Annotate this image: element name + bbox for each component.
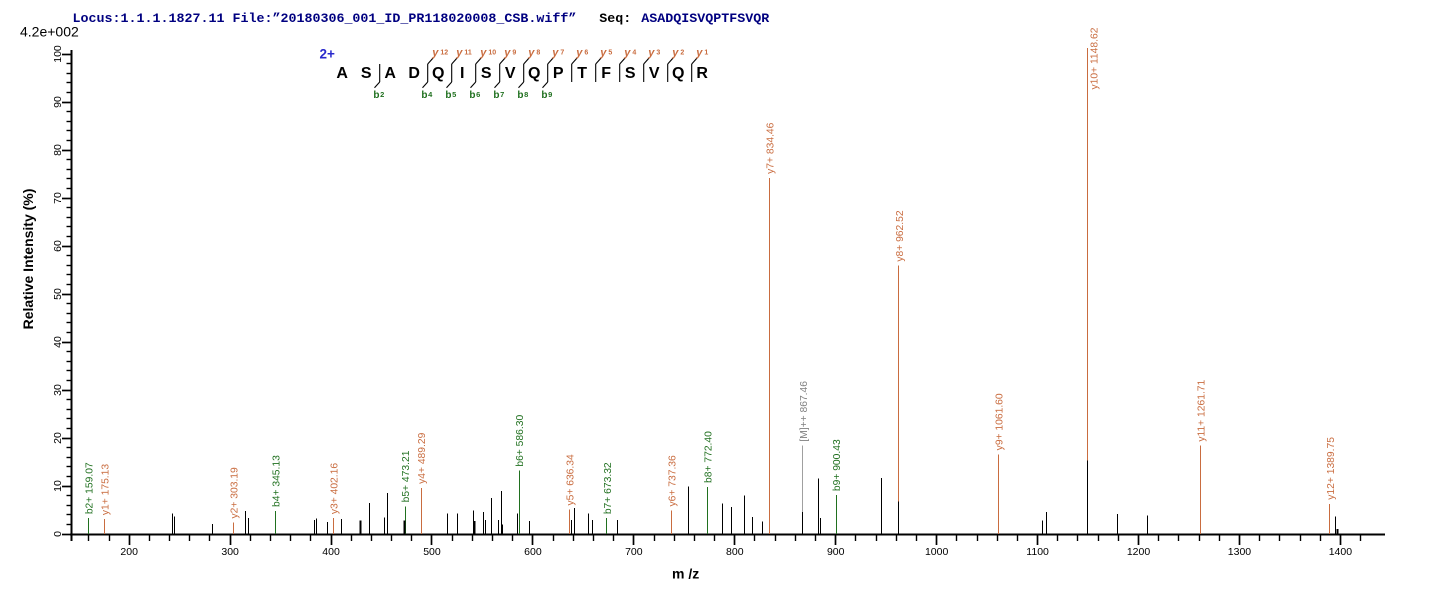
svg-text:50: 50: [52, 288, 64, 300]
svg-text:40: 40: [52, 336, 64, 348]
svg-text:10: 10: [52, 480, 64, 492]
svg-text:Q: Q: [528, 65, 540, 82]
svg-text:b5: b5: [445, 90, 456, 101]
svg-text:m /z: m /z: [672, 566, 699, 582]
svg-text:900: 900: [827, 546, 845, 558]
svg-text:600: 600: [524, 546, 542, 558]
svg-text:b8: b8: [517, 90, 528, 101]
svg-text:y1: y1: [695, 47, 708, 59]
svg-text:y1+ 175.13: y1+ 175.13: [101, 464, 112, 516]
svg-text:P: P: [553, 65, 564, 82]
svg-text:A: A: [384, 65, 396, 82]
svg-text:y3+ 402.16: y3+ 402.16: [329, 463, 340, 515]
svg-text:200: 200: [120, 546, 138, 558]
svg-text:b8+ 772.40: b8+ 772.40: [703, 431, 714, 483]
svg-text:V: V: [649, 65, 660, 82]
svg-text:b5+ 473.21: b5+ 473.21: [401, 450, 412, 502]
svg-text:y2: y2: [671, 47, 684, 59]
svg-text:Q: Q: [432, 65, 444, 82]
svg-text:y5: y5: [599, 47, 612, 59]
svg-text:Relative Intensity (%): Relative Intensity (%): [20, 189, 36, 330]
svg-text:2+: 2+: [320, 47, 336, 62]
svg-text:S: S: [481, 65, 492, 82]
svg-text:b6: b6: [469, 90, 480, 101]
svg-text:20: 20: [52, 432, 64, 444]
svg-text:1100: 1100: [1026, 546, 1049, 558]
svg-text:y9: y9: [503, 47, 516, 59]
svg-text:1300: 1300: [1228, 546, 1252, 558]
svg-text:y5+ 636.34: y5+ 636.34: [565, 454, 576, 506]
svg-text:4.2e+002: 4.2e+002: [20, 24, 79, 40]
svg-text:y11: y 11: [455, 47, 472, 59]
svg-text:80: 80: [52, 144, 64, 156]
svg-text:S: S: [625, 65, 636, 82]
svg-text:y4: y4: [623, 47, 636, 59]
svg-text:b4+ 345.13: b4+ 345.13: [272, 455, 283, 507]
svg-text:300: 300: [221, 546, 239, 558]
svg-text:70: 70: [52, 192, 64, 204]
svg-text:b9: b9: [541, 90, 552, 101]
svg-text:y6: y6: [575, 47, 588, 59]
svg-text:b9+ 900.43: b9+ 900.43: [832, 439, 843, 491]
svg-text:y12: y 12: [431, 47, 448, 59]
svg-text:30: 30: [52, 384, 64, 396]
svg-text:y7+ 834.46: y7+ 834.46: [766, 122, 777, 174]
svg-text:V: V: [505, 65, 516, 82]
svg-text:[M]++ 867.46: [M]++ 867.46: [799, 381, 810, 442]
svg-text:700: 700: [625, 546, 643, 558]
svg-text:Q: Q: [672, 65, 684, 82]
svg-text:D: D: [408, 65, 420, 82]
svg-text:y6+ 737.36: y6+ 737.36: [667, 455, 678, 507]
svg-text:Seq:: Seq:: [599, 12, 631, 27]
svg-text:y8+ 962.52: y8+ 962.52: [895, 210, 906, 262]
svg-text:60: 60: [52, 240, 64, 252]
svg-text:800: 800: [726, 546, 744, 558]
svg-text:y11+ 1261.71: y11+ 1261.71: [1197, 379, 1208, 441]
svg-text:A: A: [336, 65, 348, 82]
svg-text:400: 400: [322, 546, 340, 558]
svg-text:b7+ 673.32: b7+ 673.32: [603, 462, 614, 514]
svg-text:T: T: [577, 65, 587, 82]
svg-text:y4+ 489.29: y4+ 489.29: [417, 432, 428, 484]
svg-text:0: 0: [52, 531, 64, 537]
svg-text:b7: b7: [493, 90, 504, 101]
svg-text:y2+ 303.19: y2+ 303.19: [229, 467, 240, 519]
svg-text:b2+ 159.07: b2+ 159.07: [84, 462, 95, 514]
svg-text:500: 500: [423, 546, 441, 558]
svg-text:1200: 1200: [1127, 546, 1151, 558]
svg-text:y9+ 1061.60: y9+ 1061.60: [995, 393, 1006, 450]
svg-text:R: R: [696, 65, 708, 82]
svg-text:b4: b4: [421, 90, 433, 101]
svg-text:ASADQISVQPTFSVQR: ASADQISVQPTFSVQR: [641, 12, 769, 27]
svg-text:S: S: [361, 65, 372, 82]
svg-text:I: I: [460, 65, 464, 82]
svg-text:y10+ 1148.62: y10+ 1148.62: [1090, 27, 1101, 89]
svg-text:1000: 1000: [925, 546, 949, 558]
svg-text:b6+ 586.30: b6+ 586.30: [515, 415, 526, 467]
svg-text:y10: y 10: [479, 47, 496, 59]
svg-text:y12+ 1389.75: y12+ 1389.75: [1326, 437, 1337, 500]
svg-text:1400: 1400: [1329, 546, 1353, 558]
svg-text:y3: y3: [647, 47, 660, 59]
svg-text:Locus:1.1.1.1827.11 File:”2018: Locus:1.1.1.1827.11 File:”20180306_001_I…: [73, 12, 577, 27]
svg-text:F: F: [601, 65, 611, 82]
svg-text:y8: y8: [527, 47, 540, 59]
svg-text:y7: y7: [551, 47, 564, 59]
svg-text:b2: b2: [373, 90, 384, 101]
svg-text:90: 90: [52, 96, 64, 108]
svg-text:100: 100: [52, 45, 64, 63]
